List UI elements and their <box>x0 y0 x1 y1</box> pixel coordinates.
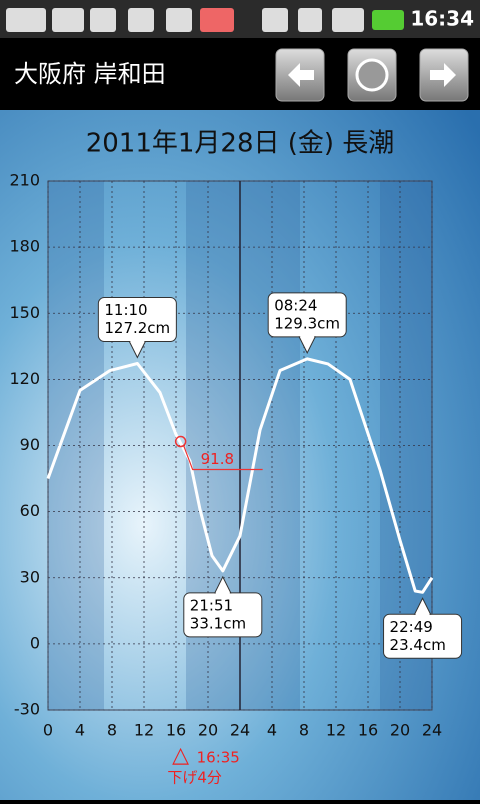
chart-title: 2011年1月28日 (金) 長潮 <box>86 129 395 159</box>
x-tick-label: 12 <box>134 721 154 740</box>
callout-level: 23.4cm <box>390 636 446 654</box>
callout-time: 21:51 <box>190 596 233 614</box>
y-tick-label: 90 <box>20 435 40 454</box>
x-tick-label: 16 <box>358 721 378 740</box>
status-icons <box>6 8 404 32</box>
current-marker <box>174 435 187 448</box>
x-tick-label: 24 <box>230 721 250 740</box>
callout-time: 22:49 <box>390 618 433 636</box>
x-tick-label: 24 <box>422 721 442 740</box>
y-tick-label: 180 <box>9 237 40 256</box>
current-note: 下げ4分 <box>167 769 222 787</box>
header <box>0 38 480 110</box>
callout-level: 127.2cm <box>104 319 170 337</box>
current-leader <box>183 445 263 471</box>
x-tick-label: 16 <box>166 721 186 740</box>
current-time: 16:35 <box>197 749 240 767</box>
current-symbol: △ <box>172 743 189 768</box>
location-title: 大阪府 岸和田 <box>14 60 166 88</box>
x-tick-label: 12 <box>326 721 346 740</box>
y-tick-label: 120 <box>9 369 40 388</box>
x-tick-label: 8 <box>299 721 309 740</box>
callout-level: 33.1cm <box>190 614 246 632</box>
x-tick-label: 20 <box>198 721 218 740</box>
callout-time: 11:10 <box>104 301 147 319</box>
x-tick-label: 8 <box>107 721 117 740</box>
y-tick-label: 150 <box>9 303 40 322</box>
y-tick-label: 30 <box>20 567 40 586</box>
y-tick-label: 210 <box>9 171 40 190</box>
current-value: 91.8 <box>201 450 234 468</box>
today-icon <box>355 58 389 92</box>
callout-level: 129.3cm <box>274 314 340 332</box>
y-tick-label: 60 <box>20 501 40 520</box>
y-tick-label: -30 <box>14 700 40 719</box>
x-tick-label: 4 <box>267 721 277 740</box>
x-tick-label: 4 <box>75 721 85 740</box>
x-tick-label: 0 <box>43 721 53 740</box>
tide-line <box>46 357 434 594</box>
x-tick-label: 20 <box>390 721 410 740</box>
callout-time: 08:24 <box>274 296 317 314</box>
y-tick-label: 0 <box>30 633 40 652</box>
clock: 16:34 <box>410 7 474 31</box>
nav-buttons <box>275 48 469 102</box>
prev-icon <box>288 63 314 87</box>
next-icon <box>430 63 456 87</box>
